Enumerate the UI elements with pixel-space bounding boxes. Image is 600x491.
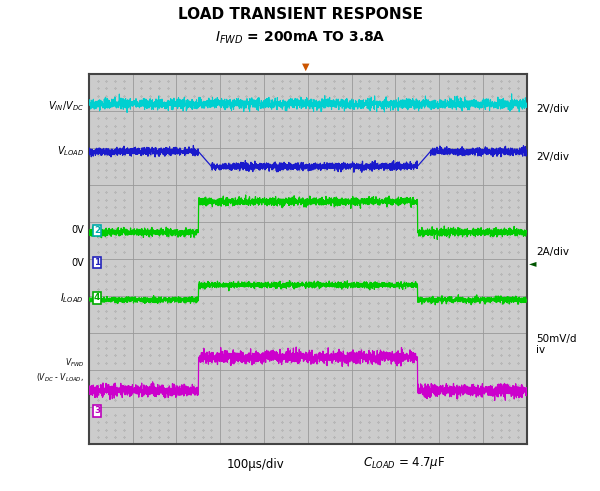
- Text: 100μs/div: 100μs/div: [226, 459, 284, 471]
- Text: ◄: ◄: [529, 258, 536, 269]
- Text: 3: 3: [94, 407, 100, 415]
- Text: $I_{FWD}$ = 200mA TO 3.8A: $I_{FWD}$ = 200mA TO 3.8A: [215, 29, 385, 46]
- Text: 1: 1: [94, 258, 100, 267]
- Text: $V_{LOAD}$: $V_{LOAD}$: [56, 144, 84, 159]
- Text: 2A/div: 2A/div: [536, 246, 569, 257]
- Text: $V_{IN}/V_{DC}$: $V_{IN}/V_{DC}$: [48, 99, 84, 113]
- Text: LOAD TRANSIENT RESPONSE: LOAD TRANSIENT RESPONSE: [178, 7, 422, 23]
- Text: ▼: ▼: [302, 62, 310, 72]
- Text: 0V: 0V: [71, 258, 84, 268]
- Text: 50mV/d
iv: 50mV/d iv: [536, 334, 576, 355]
- Text: $V_{FWD}$
$(V_{DC}$ - $V_{LOAD},$: $V_{FWD}$ $(V_{DC}$ - $V_{LOAD},$: [36, 356, 84, 384]
- Text: $C_{LOAD}$ = 4.7$\mu$F: $C_{LOAD}$ = 4.7$\mu$F: [363, 455, 445, 471]
- Text: 0V: 0V: [71, 225, 84, 235]
- Text: 2V/div: 2V/div: [536, 104, 569, 114]
- Text: 2: 2: [94, 225, 100, 235]
- Text: $I_{LOAD}$: $I_{LOAD}$: [61, 291, 84, 305]
- Text: 2V/div: 2V/div: [536, 152, 569, 162]
- Text: 4: 4: [94, 294, 100, 302]
